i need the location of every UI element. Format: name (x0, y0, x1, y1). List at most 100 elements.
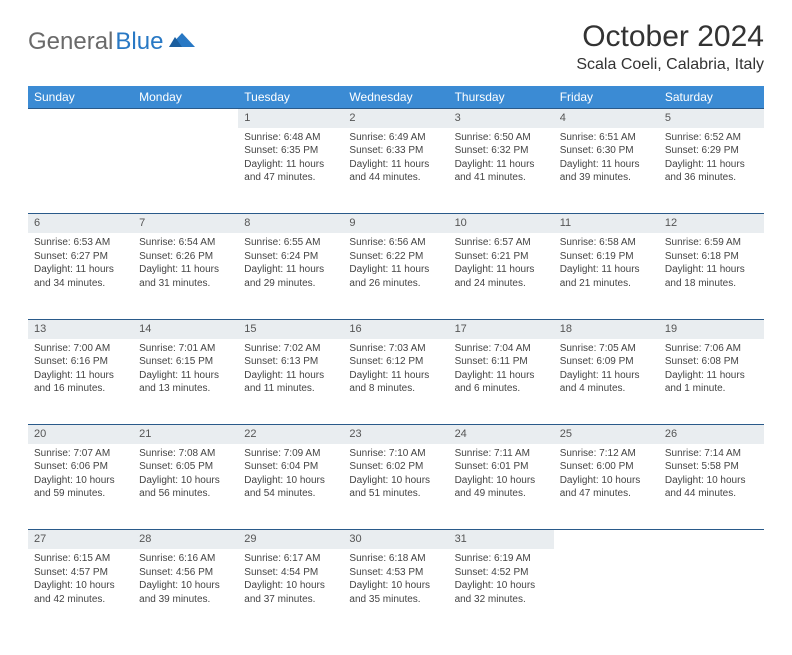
day-content-cell: Sunrise: 7:07 AMSunset: 6:06 PMDaylight:… (28, 444, 133, 530)
daylight-text: Daylight: 10 hours (455, 579, 548, 593)
sunrise-text: Sunrise: 6:51 AM (560, 131, 653, 145)
sunrise-text: Sunrise: 7:06 AM (665, 342, 758, 356)
day-content-cell: Sunrise: 7:02 AMSunset: 6:13 PMDaylight:… (238, 339, 343, 425)
sunrise-text: Sunrise: 6:56 AM (349, 236, 442, 250)
day-number-cell: 20 (28, 425, 133, 444)
daylight-text: Daylight: 10 hours (349, 579, 442, 593)
weekday-header: Thursday (449, 86, 554, 109)
day-number-cell: 4 (554, 109, 659, 128)
daylight-text: and 32 minutes. (455, 593, 548, 607)
day-number-row: 6789101112 (28, 214, 764, 233)
sunset-text: Sunset: 6:30 PM (560, 144, 653, 158)
daylight-text: Daylight: 11 hours (560, 369, 653, 383)
daylight-text: Daylight: 11 hours (244, 158, 337, 172)
day-number-cell: 14 (133, 319, 238, 338)
sunset-text: Sunset: 6:19 PM (560, 250, 653, 264)
daylight-text: Daylight: 11 hours (560, 263, 653, 277)
day-number-cell: 12 (659, 214, 764, 233)
day-number-cell: 21 (133, 425, 238, 444)
sunset-text: Sunset: 6:18 PM (665, 250, 758, 264)
weekday-header: Saturday (659, 86, 764, 109)
day-content-cell: Sunrise: 6:50 AMSunset: 6:32 PMDaylight:… (449, 128, 554, 214)
sunset-text: Sunset: 6:12 PM (349, 355, 442, 369)
weekday-header-row: Sunday Monday Tuesday Wednesday Thursday… (28, 86, 764, 109)
sunset-text: Sunset: 6:11 PM (455, 355, 548, 369)
sunrise-text: Sunrise: 6:48 AM (244, 131, 337, 145)
day-number-cell: 17 (449, 319, 554, 338)
day-number-cell: 8 (238, 214, 343, 233)
sunrise-text: Sunrise: 7:14 AM (665, 447, 758, 461)
day-number-cell (659, 530, 764, 549)
daylight-text: and 18 minutes. (665, 277, 758, 291)
daylight-text: and 4 minutes. (560, 382, 653, 396)
day-content-cell: Sunrise: 7:10 AMSunset: 6:02 PMDaylight:… (343, 444, 448, 530)
calendar-page: GeneralBlue October 2024 Scala Coeli, Ca… (0, 0, 792, 655)
sunrise-text: Sunrise: 6:55 AM (244, 236, 337, 250)
day-number-cell: 26 (659, 425, 764, 444)
day-content-cell: Sunrise: 6:18 AMSunset: 4:53 PMDaylight:… (343, 549, 448, 635)
day-number-cell: 27 (28, 530, 133, 549)
title-block: October 2024 Scala Coeli, Calabria, Ital… (576, 20, 764, 74)
sunrise-text: Sunrise: 6:54 AM (139, 236, 232, 250)
daylight-text: and 24 minutes. (455, 277, 548, 291)
sunset-text: Sunset: 6:22 PM (349, 250, 442, 264)
day-number-cell: 18 (554, 319, 659, 338)
sunset-text: Sunset: 5:58 PM (665, 460, 758, 474)
day-number-cell: 13 (28, 319, 133, 338)
daylight-text: Daylight: 11 hours (349, 158, 442, 172)
day-content-cell: Sunrise: 6:58 AMSunset: 6:19 PMDaylight:… (554, 233, 659, 319)
day-number-cell: 11 (554, 214, 659, 233)
sunset-text: Sunset: 6:05 PM (139, 460, 232, 474)
page-title: October 2024 (576, 20, 764, 54)
daylight-text: Daylight: 11 hours (455, 158, 548, 172)
day-number-cell: 9 (343, 214, 448, 233)
daylight-text: and 8 minutes. (349, 382, 442, 396)
sunset-text: Sunset: 4:57 PM (34, 566, 127, 580)
day-content-row: Sunrise: 6:15 AMSunset: 4:57 PMDaylight:… (28, 549, 764, 635)
weekday-header: Tuesday (238, 86, 343, 109)
daylight-text: and 59 minutes. (34, 487, 127, 501)
day-number-cell: 16 (343, 319, 448, 338)
day-number-cell: 29 (238, 530, 343, 549)
sunset-text: Sunset: 6:24 PM (244, 250, 337, 264)
sunrise-text: Sunrise: 7:01 AM (139, 342, 232, 356)
sunrise-text: Sunrise: 7:12 AM (560, 447, 653, 461)
sunset-text: Sunset: 6:29 PM (665, 144, 758, 158)
daylight-text: and 49 minutes. (455, 487, 548, 501)
sunset-text: Sunset: 4:53 PM (349, 566, 442, 580)
weekday-header: Friday (554, 86, 659, 109)
daylight-text: Daylight: 11 hours (244, 369, 337, 383)
sunset-text: Sunset: 4:54 PM (244, 566, 337, 580)
daylight-text: Daylight: 11 hours (665, 263, 758, 277)
day-number-cell (554, 530, 659, 549)
day-number-cell: 15 (238, 319, 343, 338)
day-number-cell (28, 109, 133, 128)
day-content-cell: Sunrise: 6:19 AMSunset: 4:52 PMDaylight:… (449, 549, 554, 635)
day-content-cell: Sunrise: 6:48 AMSunset: 6:35 PMDaylight:… (238, 128, 343, 214)
day-content-cell: Sunrise: 6:49 AMSunset: 6:33 PMDaylight:… (343, 128, 448, 214)
day-number-cell: 2 (343, 109, 448, 128)
sunrise-text: Sunrise: 7:00 AM (34, 342, 127, 356)
daylight-text: Daylight: 11 hours (34, 263, 127, 277)
day-number-cell: 7 (133, 214, 238, 233)
daylight-text: and 42 minutes. (34, 593, 127, 607)
day-content-row: Sunrise: 6:53 AMSunset: 6:27 PMDaylight:… (28, 233, 764, 319)
daylight-text: Daylight: 10 hours (34, 579, 127, 593)
sunrise-text: Sunrise: 6:49 AM (349, 131, 442, 145)
sunrise-text: Sunrise: 6:52 AM (665, 131, 758, 145)
day-number-cell: 1 (238, 109, 343, 128)
daylight-text: and 51 minutes. (349, 487, 442, 501)
day-number-cell: 30 (343, 530, 448, 549)
sunset-text: Sunset: 6:26 PM (139, 250, 232, 264)
day-content-cell: Sunrise: 7:08 AMSunset: 6:05 PMDaylight:… (133, 444, 238, 530)
daylight-text: Daylight: 11 hours (455, 263, 548, 277)
logo-text-a: General (28, 28, 113, 56)
sunrise-text: Sunrise: 7:05 AM (560, 342, 653, 356)
day-content-cell (28, 128, 133, 214)
day-content-cell: Sunrise: 7:14 AMSunset: 5:58 PMDaylight:… (659, 444, 764, 530)
daylight-text: and 41 minutes. (455, 171, 548, 185)
daylight-text: and 26 minutes. (349, 277, 442, 291)
day-number-cell: 23 (343, 425, 448, 444)
sunset-text: Sunset: 6:09 PM (560, 355, 653, 369)
daylight-text: Daylight: 11 hours (349, 263, 442, 277)
